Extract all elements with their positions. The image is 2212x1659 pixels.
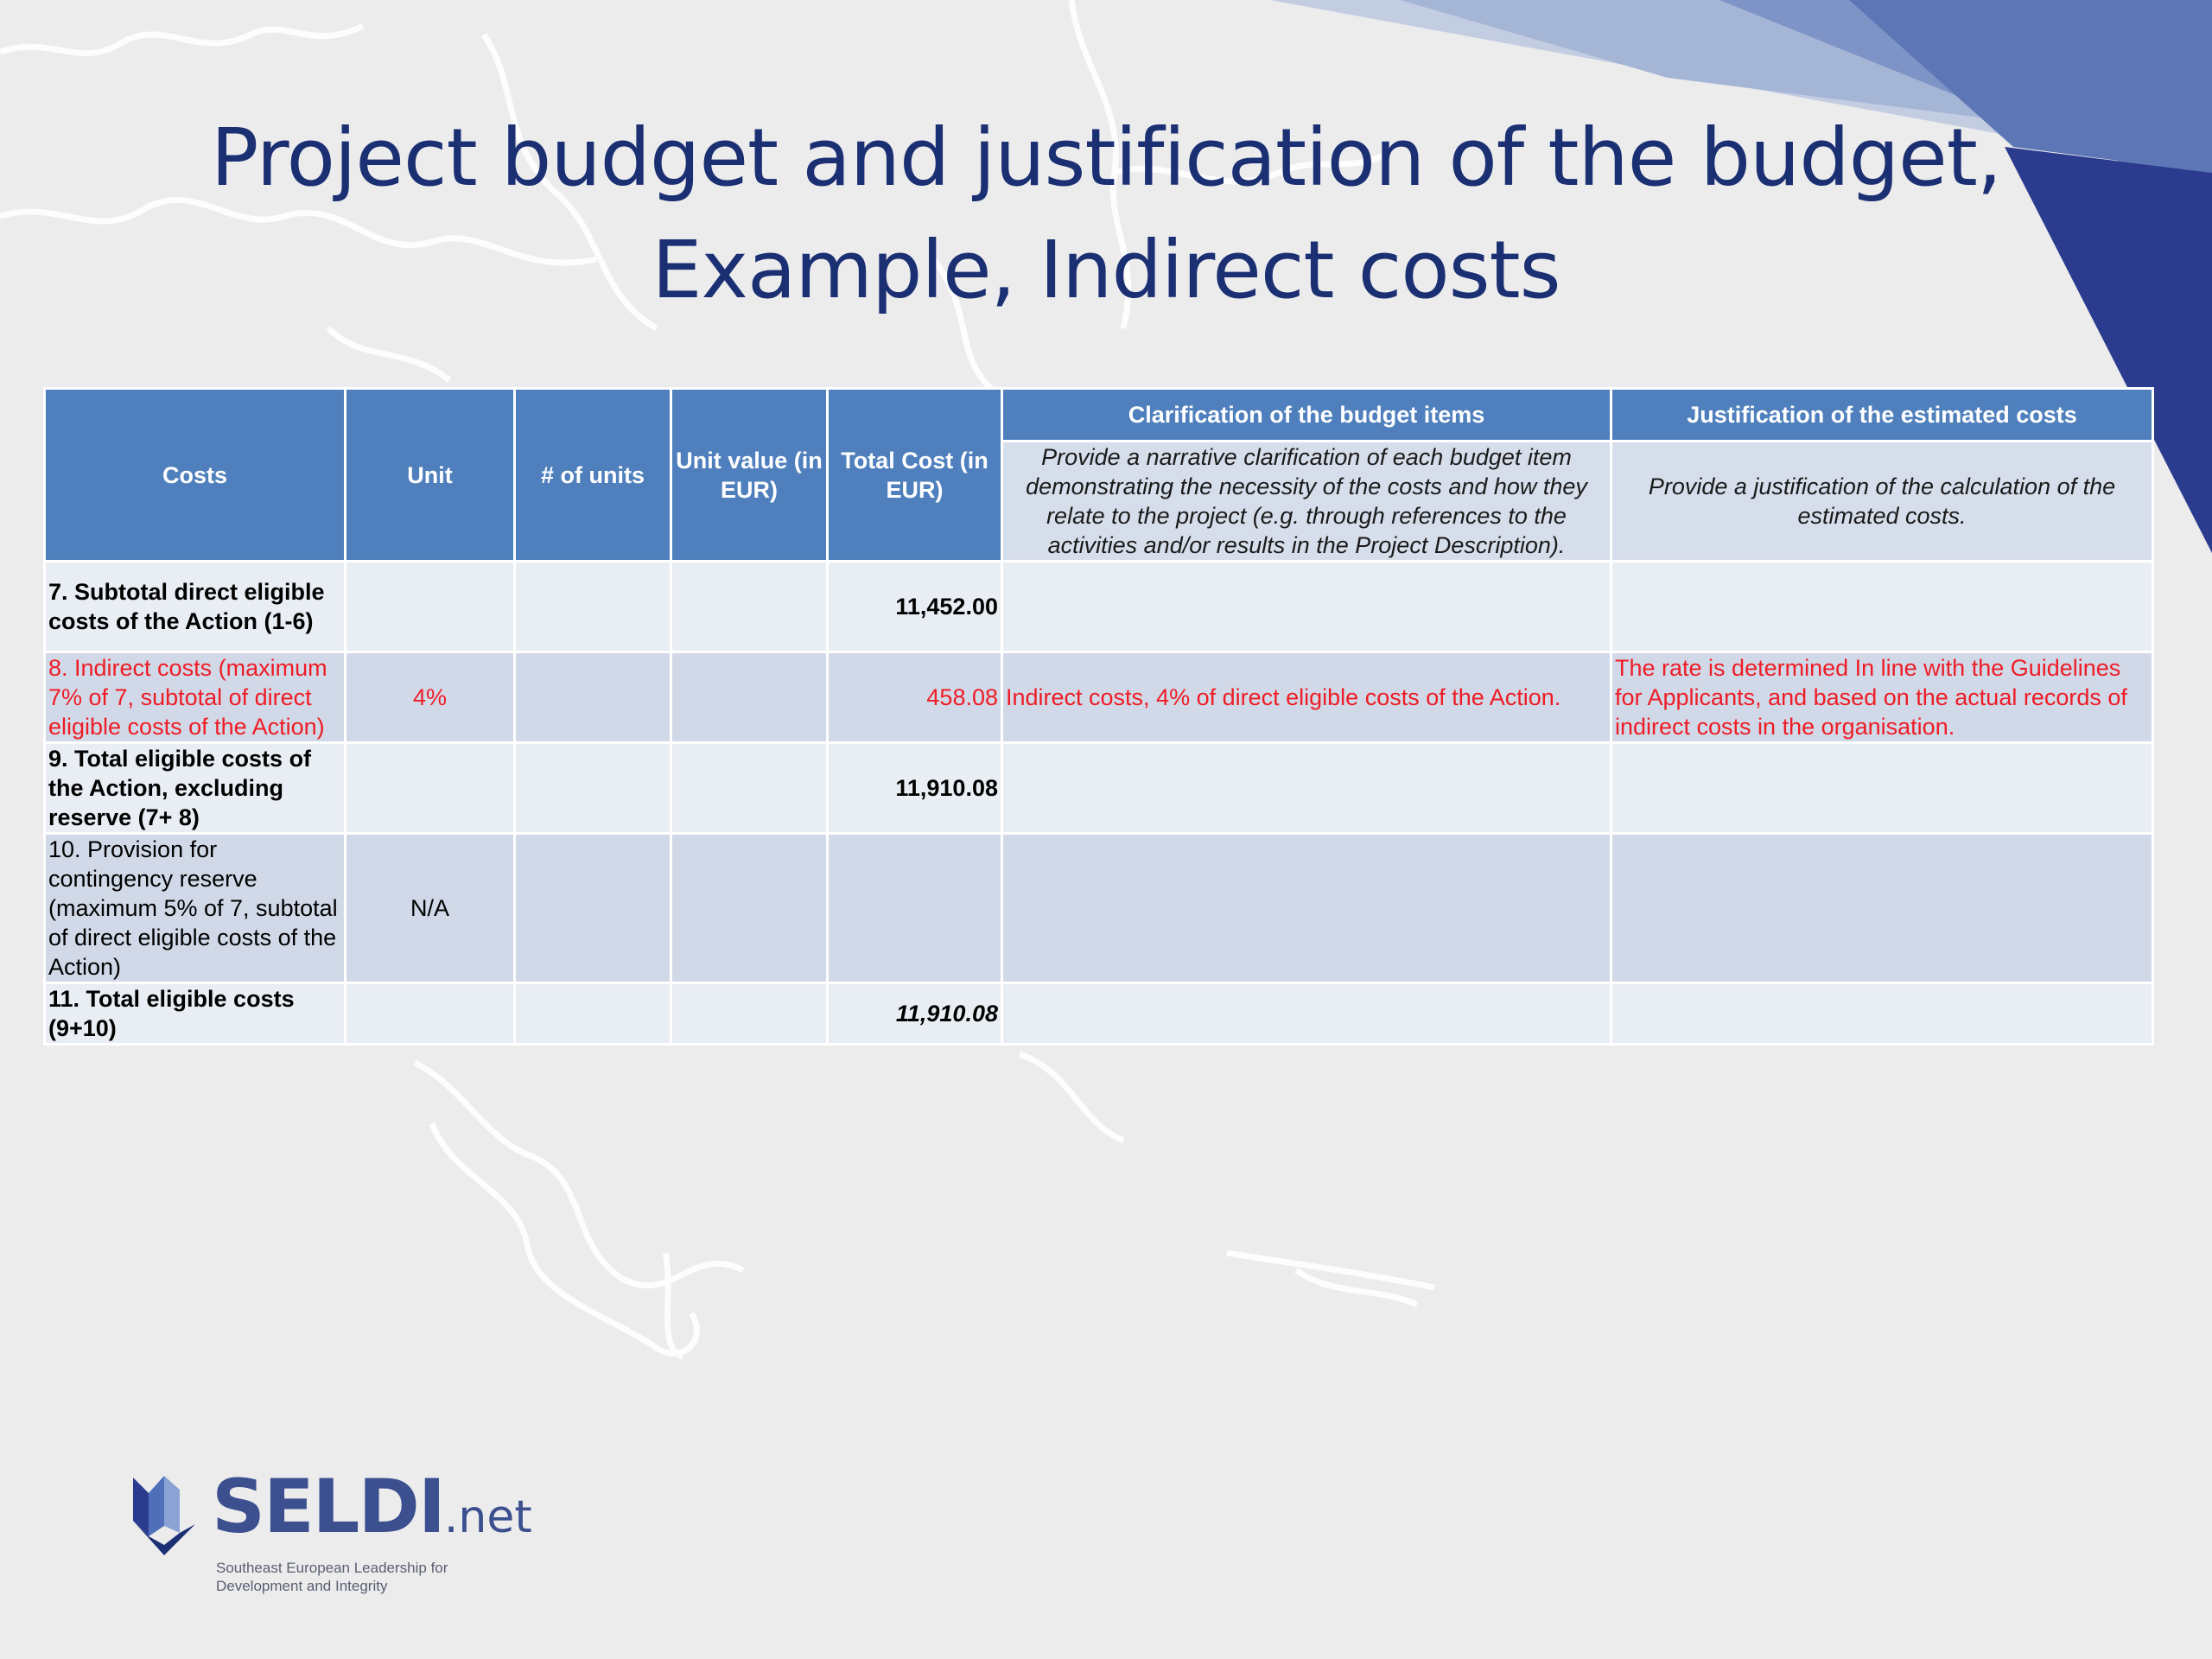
row-justification — [1610, 982, 2154, 1046]
row-unit-value — [670, 741, 829, 835]
row-total: 11,910.08 — [826, 982, 1003, 1046]
row-num-units — [513, 982, 672, 1046]
header-justification: Justification of the estimated costs — [1610, 387, 2154, 442]
row-clarification — [1001, 982, 1612, 1046]
row-unit — [344, 982, 516, 1046]
row-total: 458.08 — [826, 651, 1003, 744]
budget-table: Costs Unit # of units Unit value (in EUR… — [43, 387, 2154, 1046]
row-num-units — [513, 651, 672, 744]
row-unit-value — [670, 651, 829, 744]
row-total: 11,910.08 — [826, 741, 1003, 835]
row-cost: 8. Indirect costs (maximum 7% of 7, subt… — [43, 651, 346, 744]
logo-suffix: .net — [443, 1491, 532, 1543]
header-clarification: Clarification of the budget items — [1001, 387, 1612, 442]
row-unit: N/A — [344, 832, 516, 984]
row-justification — [1610, 832, 2154, 984]
row-unit: 4% — [344, 651, 516, 744]
row-unit-value — [670, 560, 829, 653]
row-clarification — [1001, 741, 1612, 835]
row-clarification: Indirect costs, 4% of direct eligible co… — [1001, 651, 1612, 744]
table-instructions-row: Provide a narrative clarification of eac… — [45, 440, 2154, 563]
table-header-row: Costs Unit # of units Unit value (in EUR… — [43, 387, 2154, 563]
row-unit-value — [670, 832, 829, 984]
row-total: 11,452.00 — [826, 560, 1003, 653]
row-justification — [1610, 741, 2154, 835]
seldi-logo-icon — [133, 1476, 195, 1555]
row-clarification — [1001, 560, 1612, 653]
table-row: 11. Total eligible costs (9+10) 11,910.0… — [43, 982, 2154, 1046]
table-row: 10. Provision for contingency reserve (m… — [43, 832, 2154, 984]
row-cost: 11. Total eligible costs (9+10) — [43, 982, 346, 1046]
header-total-cost: Total Cost (in EUR) — [826, 387, 1003, 563]
seldi-logo: SELDI.net Southeast European Leadership … — [130, 1464, 536, 1599]
header-num-units: # of units — [513, 387, 672, 563]
header-unit-value: Unit value (in EUR) — [670, 387, 829, 563]
row-cost: 10. Provision for contingency reserve (m… — [43, 832, 346, 984]
row-num-units — [513, 741, 672, 835]
clarification-instruction: Provide a narrative clarification of eac… — [1001, 440, 1612, 563]
row-justification: The rate is determined In line with the … — [1610, 651, 2154, 744]
row-unit-value — [670, 982, 829, 1046]
slide-title-line1: Project budget and justification of the … — [210, 111, 2002, 204]
row-total — [826, 832, 1003, 984]
table-row: 8. Indirect costs (maximum 7% of 7, subt… — [43, 651, 2154, 744]
header-unit: Unit — [344, 387, 516, 563]
logo-tagline: Southeast European Leadership for Develo… — [216, 1560, 448, 1594]
table-row: 7. Subtotal direct eligible costs of the… — [43, 560, 2154, 653]
row-num-units — [513, 560, 672, 653]
row-justification — [1610, 560, 2154, 653]
table-row: 9. Total eligible costs of the Action, e… — [43, 741, 2154, 835]
row-num-units — [513, 832, 672, 984]
logo-wordmark: SELDI.net — [212, 1464, 532, 1550]
row-cost: 7. Subtotal direct eligible costs of the… — [43, 560, 346, 653]
justification-instruction: Provide a justification of the calculati… — [1610, 440, 2154, 563]
slide-title-line2: Example, Indirect costs — [652, 224, 1560, 316]
header-costs: Costs — [43, 387, 346, 563]
slide-title: Project budget and justification of the … — [0, 102, 2212, 327]
row-clarification — [1001, 832, 1612, 984]
row-unit — [344, 560, 516, 653]
row-unit — [344, 741, 516, 835]
logo-name: SELDI — [212, 1464, 446, 1550]
row-cost: 9. Total eligible costs of the Action, e… — [43, 741, 346, 835]
